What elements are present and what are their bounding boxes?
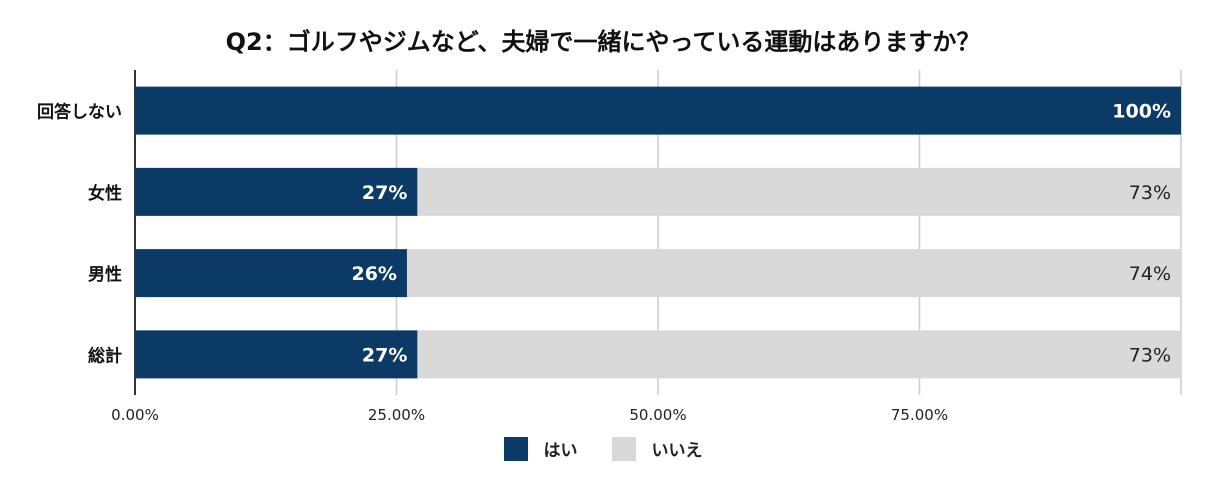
category-label: 女性 bbox=[88, 183, 122, 204]
legend-swatch-no bbox=[611, 436, 636, 461]
x-tick-label: 50.00% bbox=[629, 406, 686, 424]
legend-item-yes: はい bbox=[503, 436, 578, 461]
bar-yes bbox=[135, 330, 418, 379]
category-label: 総計 bbox=[88, 345, 122, 366]
legend-label-yes: はい bbox=[543, 441, 578, 461]
data-label: 74% bbox=[1129, 263, 1171, 285]
chart-area: 0.00% 25.00% 50.00% 75.00% 100% 回答しない 27% 73% 女性… bbox=[37, 70, 1182, 424]
chart-title: Q2：ゴルフやジムなど、夫婦で一緒にやっている運動はありますか？ bbox=[225, 28, 981, 56]
x-tick-label: 25.00% bbox=[368, 406, 425, 424]
category-label: 回答しない bbox=[37, 102, 122, 123]
legend: はい いいえ bbox=[0, 436, 1206, 461]
bar-no bbox=[417, 167, 1181, 216]
data-label: 100% bbox=[1112, 101, 1171, 123]
data-label: 27% bbox=[362, 344, 407, 366]
bar-yes bbox=[135, 249, 407, 298]
bar-no bbox=[417, 330, 1181, 379]
bar-no bbox=[406, 249, 1182, 298]
x-tick-label: 75.00% bbox=[891, 406, 948, 424]
data-label: 73% bbox=[1129, 182, 1171, 204]
data-label: 73% bbox=[1129, 344, 1171, 366]
bar-yes bbox=[135, 167, 418, 216]
legend-label-no: いいえ bbox=[651, 441, 703, 461]
legend-swatch-yes bbox=[503, 436, 528, 461]
category-label: 男性 bbox=[88, 264, 122, 285]
legend-item-no: いいえ bbox=[611, 436, 703, 461]
x-tick-label: 0.00% bbox=[111, 406, 159, 424]
bar-yes bbox=[135, 86, 1181, 135]
data-label: 27% bbox=[362, 182, 407, 204]
data-label: 26% bbox=[351, 263, 396, 285]
